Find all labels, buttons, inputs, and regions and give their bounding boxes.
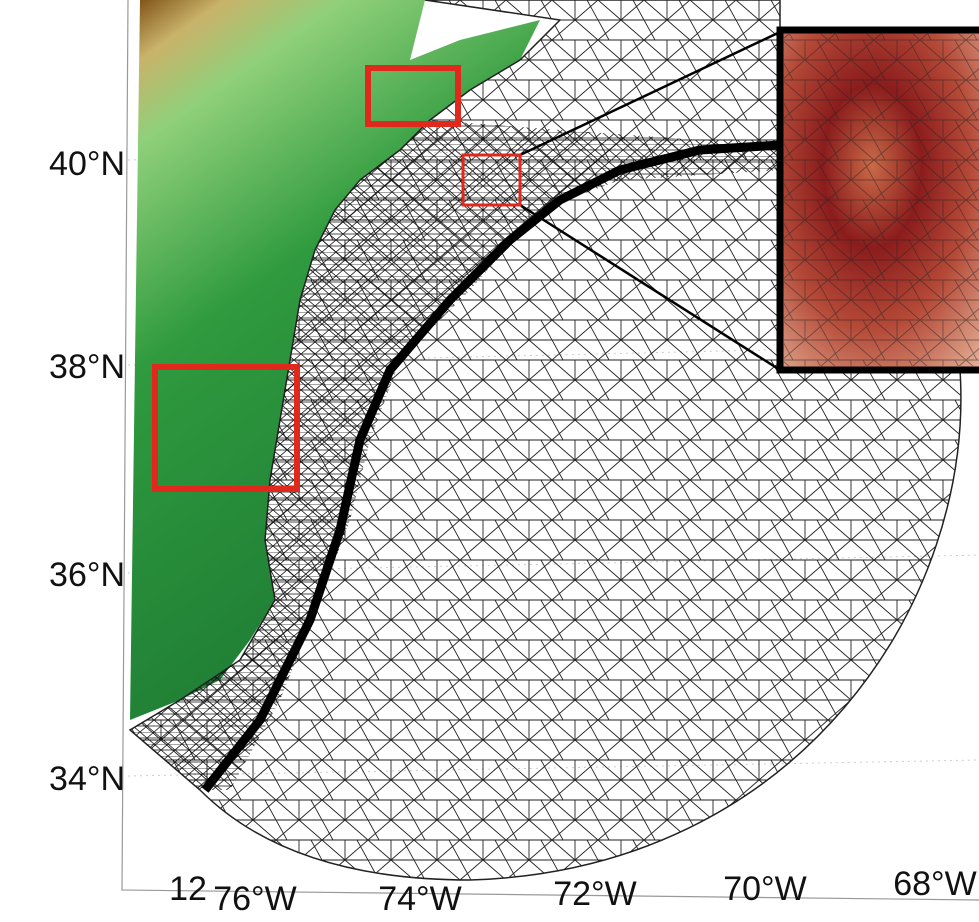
lat-label: 34°N bbox=[49, 760, 125, 798]
lon-label: 76°W bbox=[213, 880, 297, 918]
lat-label: 38°N bbox=[49, 348, 125, 386]
lon-label: 68°W bbox=[893, 865, 977, 903]
map-figure: 40°N 38°N 36°N 34°N 76°W 74°W 72°W 70°W 68°W 12 bbox=[0, 0, 979, 922]
lon-label: 72°W bbox=[553, 875, 637, 913]
lon-label: 74°W bbox=[378, 880, 462, 918]
lat-label: 40°N bbox=[49, 145, 125, 183]
lat-label: 36°N bbox=[49, 556, 125, 594]
page-number: 12 bbox=[169, 870, 207, 908]
lon-label: 70°W bbox=[723, 870, 807, 908]
page: {"axes": {"lat_labels": ["40°N", "38°N",… bbox=[0, 0, 979, 922]
inset-mesh bbox=[784, 34, 979, 366]
